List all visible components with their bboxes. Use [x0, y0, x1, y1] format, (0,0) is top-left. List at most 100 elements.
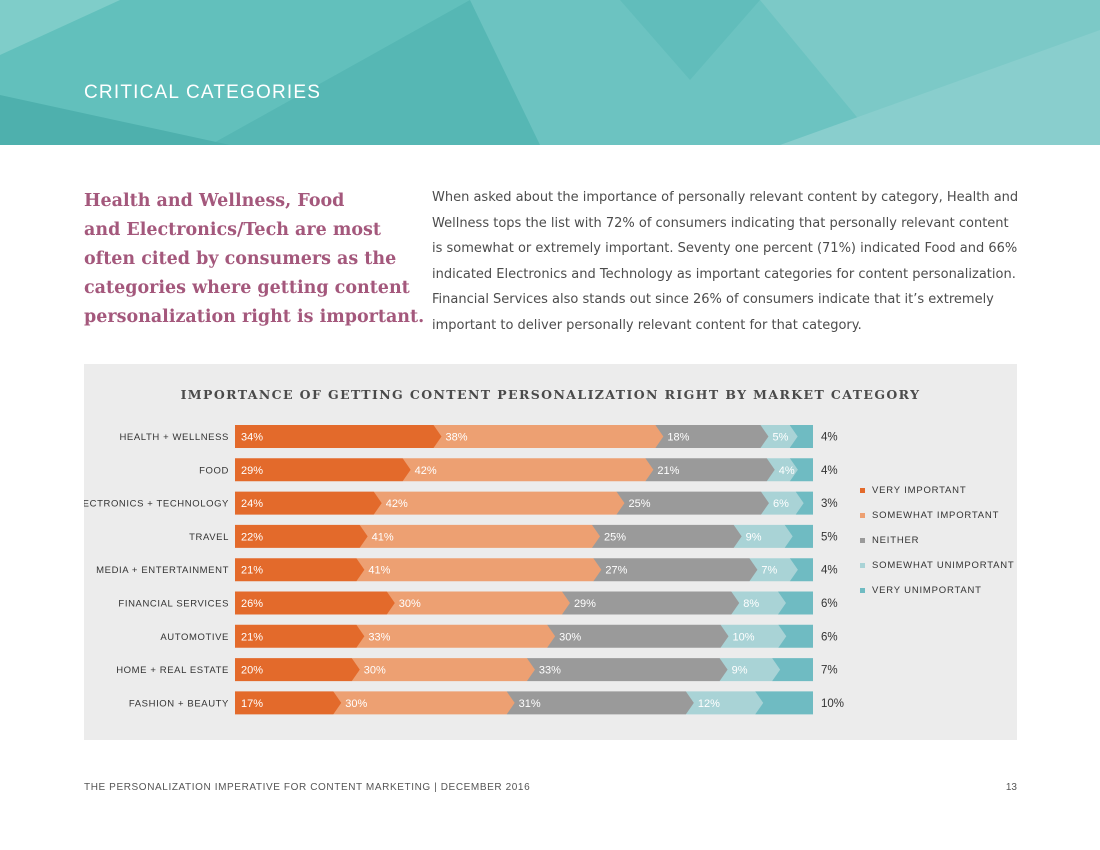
value-label: 33% — [539, 665, 561, 677]
bar-row-automotive: AUTOMOTIVE 21% 33% 30% 10% 6% — [160, 624, 838, 648]
bar-segment-somewhat-unimportant — [719, 658, 781, 682]
value-label-very-unimportant: 4% — [821, 565, 838, 577]
bar-row-health-wellness: HEALTH + WELLNESS 34% 38% 18% 5% 4% — [119, 425, 838, 448]
bar-segment-somewhat-important — [356, 624, 556, 648]
bar-segment-neither — [506, 691, 694, 715]
chart-panel: IMPORTANCE OF GETTING CONTENT PERSONALIZ… — [84, 364, 1017, 740]
value-label: 25% — [628, 498, 650, 510]
legend-swatch — [860, 488, 865, 493]
bar-row-travel: TRAVEL 22% 41% 25% 9% 5% — [189, 524, 838, 548]
value-label: 12% — [698, 698, 720, 710]
bar-segment-very-unimportant — [772, 658, 813, 682]
bar-row-electronics-technology: ELECTRONICS + TECHNOLOGY 24% 42% 25% 6% 3% — [84, 491, 838, 515]
category-label: HOME + REAL ESTATE — [116, 665, 229, 676]
body-line: Financial Services also stands out since… — [432, 292, 994, 307]
bar-segment-somewhat-important — [333, 691, 515, 715]
bar-segment-very-unimportant — [784, 524, 813, 548]
bar-segment-neither — [547, 624, 729, 648]
bar-segment-somewhat-important — [356, 558, 602, 582]
value-label: 17% — [241, 698, 263, 710]
bar-segment-neither — [592, 524, 742, 548]
bar-segment-very-important — [235, 524, 368, 548]
value-label: 31% — [519, 698, 541, 710]
legend-label: VERY UNIMPORTANT — [872, 585, 982, 596]
bar-segment-somewhat-unimportant — [749, 558, 798, 582]
bar-segment-neither — [526, 658, 728, 682]
highlight-line: and Electronics/Tech are most — [84, 220, 381, 240]
value-label: 30% — [399, 598, 421, 610]
bar-segment-somewhat-important — [386, 591, 570, 615]
bar-segment-very-unimportant — [789, 458, 813, 482]
category-label: FINANCIAL SERVICES — [118, 599, 229, 610]
value-label: 34% — [241, 432, 263, 444]
value-label-very-unimportant: 5% — [821, 531, 838, 543]
bar-segment-very-unimportant — [789, 558, 813, 582]
body-line: Wellness tops the list with 72% of consu… — [432, 215, 1009, 231]
legend-swatch — [860, 588, 865, 593]
legend-item-somewhat-unimportant: SOMEWHAT UNIMPORTANT — [860, 553, 1015, 578]
category-label: TRAVEL — [189, 532, 229, 543]
value-label-very-unimportant: 6% — [821, 631, 838, 643]
bar-segment-neither — [616, 491, 769, 515]
category-label: FASHION + BEAUTY — [129, 698, 229, 709]
bar-segment-somewhat-important — [351, 658, 535, 682]
bar-segment-neither — [593, 558, 758, 582]
highlight-text: Health and Wellness, Food and Electronic… — [84, 187, 425, 332]
bar-segment-somewhat-important — [433, 425, 664, 448]
value-label: 30% — [364, 665, 386, 677]
page-number: 13 — [1005, 782, 1017, 793]
value-label: 21% — [657, 465, 679, 477]
value-label: 22% — [241, 531, 263, 543]
bar-segment-very-unimportant — [778, 624, 813, 648]
chart-legend: VERY IMPORTANT SOMEWHAT IMPORTANT NEITHER S… — [860, 478, 1015, 603]
legend-swatch — [860, 513, 865, 518]
bar-row-media-entertainment: MEDIA + ENTERTAINMENT 21% 41% 27% 7% 4% — [96, 558, 838, 582]
value-label: 41% — [368, 565, 390, 577]
value-label: 33% — [368, 631, 390, 643]
value-label-very-unimportant: 3% — [821, 498, 838, 510]
highlight-line: often cited by consumers as the — [84, 249, 397, 269]
value-label: 24% — [241, 498, 263, 510]
bar-segment-neither — [655, 425, 769, 448]
bar-segment-very-important — [235, 624, 365, 648]
bar-segment-very-unimportant — [777, 591, 813, 615]
bar-segment-very-important — [235, 591, 395, 615]
highlight-line: personalization right is important. — [84, 307, 425, 327]
value-label: 29% — [241, 465, 263, 477]
category-label: ELECTRONICS + TECHNOLOGY — [84, 499, 229, 510]
bar-segment-somewhat-important — [359, 524, 600, 548]
value-label: 6% — [773, 498, 789, 510]
value-label: 29% — [574, 598, 596, 610]
value-label-very-unimportant: 6% — [821, 598, 838, 610]
body-paragraph: When asked about the importance of perso… — [432, 185, 1022, 338]
value-label: 41% — [372, 531, 394, 543]
value-label: 8% — [743, 598, 759, 610]
value-label: 26% — [241, 598, 263, 610]
bar-segment-neither — [561, 591, 740, 615]
body-line: When asked about the importance of perso… — [432, 190, 1019, 205]
category-label: MEDIA + ENTERTAINMENT — [96, 565, 229, 576]
header-banner: CRITICAL CATEGORIES — [0, 0, 1100, 145]
value-label: 42% — [386, 498, 408, 510]
bar-segment-somewhat-unimportant — [720, 624, 787, 648]
category-label: AUTOMOTIVE — [160, 632, 229, 643]
bar-segment-somewhat-unimportant — [733, 524, 793, 548]
value-label: 25% — [604, 531, 626, 543]
bar-segment-very-unimportant — [789, 425, 813, 448]
bar-segment-somewhat-unimportant — [760, 491, 804, 515]
bar-row-food: FOOD 29% 42% 21% 4% 4% — [199, 458, 838, 482]
value-label: 9% — [746, 531, 762, 543]
bar-row-home-real-estate: HOME + REAL ESTATE 20% 30% 33% 9% 7% — [116, 658, 838, 682]
legend-label: VERY IMPORTANT — [872, 485, 967, 496]
bar-segment-neither — [645, 458, 775, 482]
bar-segment-very-important — [235, 558, 365, 582]
legend-swatch — [860, 563, 865, 568]
value-label: 38% — [446, 432, 468, 444]
legend-swatch — [860, 538, 865, 543]
legend-item-somewhat-important: SOMEWHAT IMPORTANT — [860, 503, 1015, 528]
legend-label: SOMEWHAT IMPORTANT — [872, 510, 1000, 521]
value-label: 21% — [241, 631, 263, 643]
value-label: 20% — [241, 665, 263, 677]
bar-segment-very-unimportant — [795, 491, 813, 515]
legend-item-neither: NEITHER — [860, 528, 1015, 553]
